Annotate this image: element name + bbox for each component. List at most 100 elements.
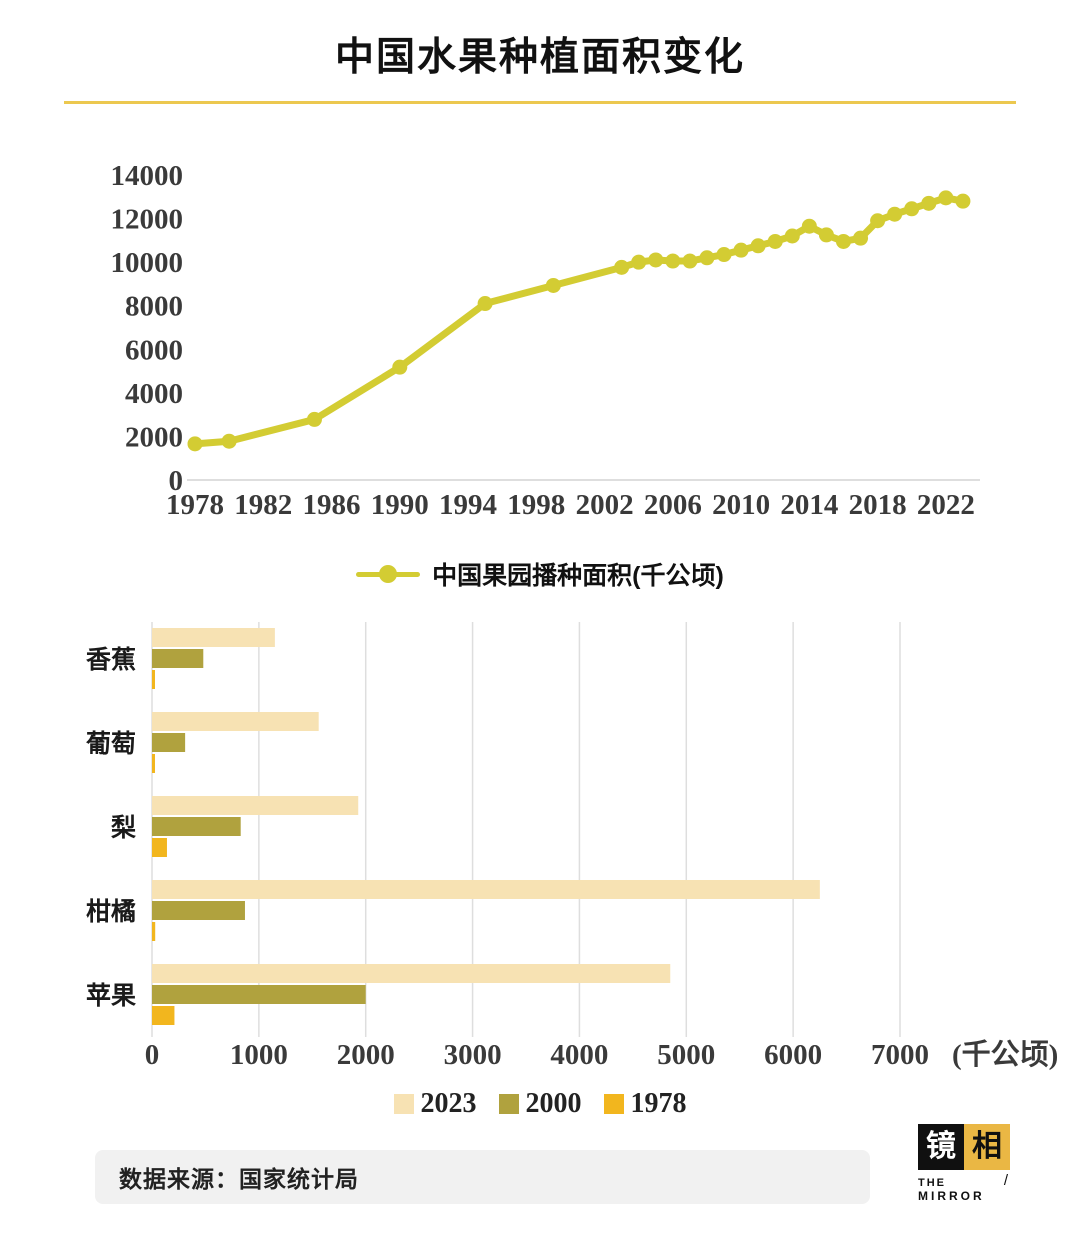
bar-2023-苹果 [152,964,671,983]
data-point [801,218,817,234]
data-point [750,238,766,254]
x-tick-label: 2010 [712,489,770,521]
y-tick-label: 4000 [125,378,183,410]
data-point [682,253,698,269]
legend-item-2023: 2023 [393,1088,477,1120]
x-tick-label: 1990 [371,489,429,521]
category-label: 香蕉 [86,646,136,674]
line-series [191,194,967,448]
legend-swatch [393,1094,414,1114]
data-point [938,190,954,206]
legend-label: 2023 [420,1088,477,1119]
bar-1978-葡萄 [152,754,155,773]
bar-2000-葡萄 [152,733,186,752]
x-tick-label: 2014 [780,489,838,521]
line-chart-legend: 中国果园播种面积(千公顷) [0,556,1080,592]
logo-mirror: MIRROR [918,1189,985,1203]
bar-chart-legend: 2023 2000 1978 [0,1088,1080,1120]
x-tick-label: 0 [145,1039,160,1071]
bar-1978-柑橘 [152,922,156,941]
data-point [699,250,715,266]
data-point [221,433,237,449]
bar-2023-葡萄 [152,712,319,731]
y-tick-label: 0 [169,465,184,497]
data-point [306,411,322,427]
data-point [733,242,749,258]
x-tick-label: 2000 [337,1039,395,1071]
bar-1978-香蕉 [152,670,155,689]
y-tick-label: 10000 [111,247,184,279]
bar-2000-香蕉 [152,649,204,668]
legend-item-2000: 2000 [498,1088,582,1120]
x-tick-label: 2022 [917,489,975,521]
y-tick-label: 8000 [125,291,183,323]
bar-1978-苹果 [152,1006,175,1025]
data-point [477,296,493,312]
x-tick-label: 2018 [849,489,907,521]
data-point [818,227,834,243]
bar-2000-苹果 [152,985,366,1004]
x-tick-label: 1982 [234,489,292,521]
data-point [631,254,647,270]
logo-the: THE [918,1177,946,1189]
title-divider [64,101,1016,104]
line-legend-label: 中国果园播种面积(千公顷) [432,562,724,590]
line-legend-marker [356,564,421,584]
x-tick-label: 6000 [764,1039,822,1071]
x-tick-label: 1000 [230,1039,288,1071]
bar-chart: 0 1000 2000 3000 4000 5000 6000 7000 (千公顷) 香蕉葡萄梨柑… [85,622,1058,1071]
y-tick-label: 6000 [125,334,183,366]
bar-2023-香蕉 [152,628,275,647]
unit-label: (千公顷) [952,1038,1058,1071]
data-point [716,247,732,263]
category-label: 柑橘 [86,898,136,926]
data-point [921,195,937,211]
legend-label: 2000 [525,1088,582,1119]
page-title: 中国水果种植面积变化 [334,36,745,79]
data-point [545,277,561,293]
data-point [767,233,783,249]
data-point [187,436,203,452]
bar-2023-柑橘 [152,880,820,899]
bar-2000-柑橘 [152,901,245,920]
legend-swatch [498,1094,519,1114]
logo-xiang-block: 相 [964,1124,1010,1170]
y-tick-label: 2000 [125,421,183,453]
logo-subtitle: THE / [918,1172,1010,1189]
y-tick-label: 14000 [111,160,184,192]
data-point [904,201,920,217]
data-point [614,259,630,275]
x-tick-label: 2002 [576,489,634,521]
x-tick-label: 4000 [550,1039,608,1071]
bar-2000-梨 [152,817,241,836]
x-tick-label: 3000 [444,1039,502,1071]
x-tick-label: 1994 [439,489,497,521]
bar-2023-梨 [152,796,359,815]
x-tick-label: 2006 [644,489,702,521]
x-tick-label: 5000 [657,1039,715,1071]
data-point [870,213,886,229]
mirror-logo: 镜 相 THE / MIRROR [918,1124,1010,1203]
data-point [853,230,869,246]
x-tick-label: 1998 [507,489,565,521]
data-point [835,233,851,249]
x-tick-label: 7000 [871,1039,929,1071]
data-point [955,193,971,209]
data-point [784,228,800,244]
y-tick-label: 12000 [111,204,184,236]
bar-1978-梨 [152,838,167,857]
data-point [887,206,903,222]
legend-item-1978: 1978 [603,1088,687,1120]
legend-dot [379,565,398,583]
data-point [665,253,681,269]
data-point [648,252,664,268]
x-tick-label: 1978 [166,489,224,521]
category-label: 葡萄 [85,730,136,758]
line-chart: 0 2000 4000 6000 8000 10000 12000 14000 1978 1982… [111,160,980,521]
logo-jing-block: 镜 [918,1124,964,1170]
category-label: 苹果 [86,982,136,1010]
legend-swatch [603,1094,624,1114]
legend-label: 1978 [630,1088,687,1119]
x-tick-label: 1986 [303,489,361,521]
data-point [392,359,408,375]
